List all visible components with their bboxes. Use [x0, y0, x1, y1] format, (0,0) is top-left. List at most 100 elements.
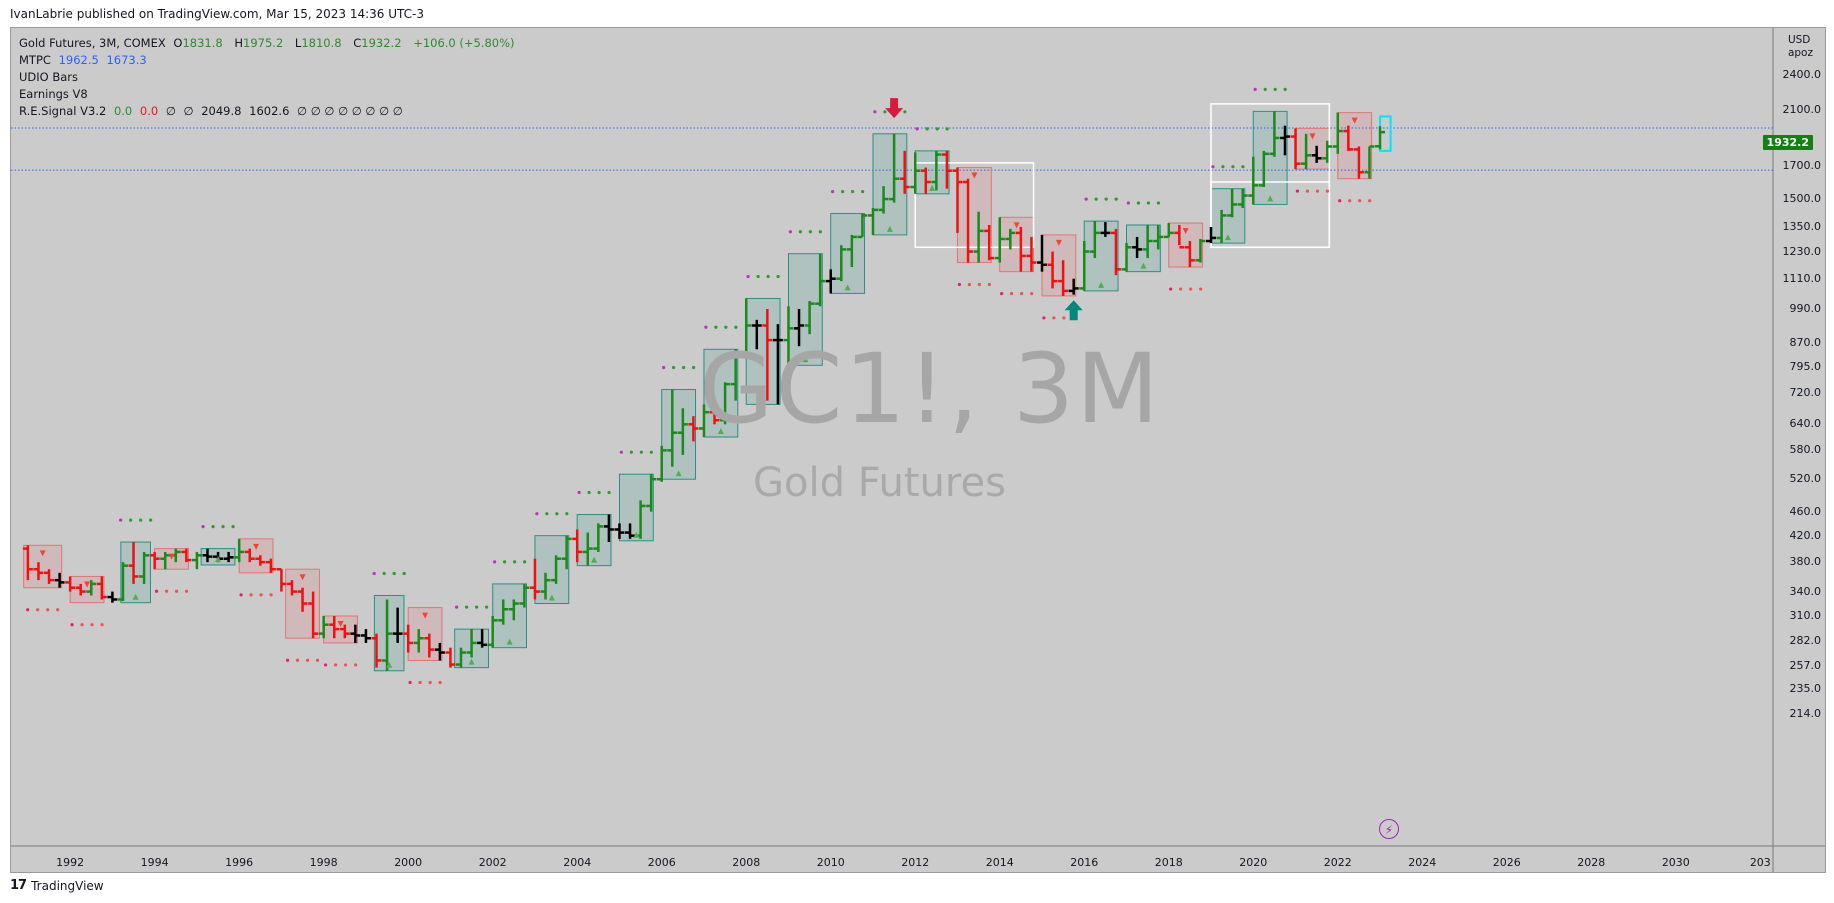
zone-box [703, 348, 739, 438]
ohlc-bar [1026, 236, 1037, 272]
ohlc-bar [825, 269, 836, 294]
ohlc-bar [688, 416, 699, 442]
mtpc-value-1: 1962.5 [58, 53, 99, 67]
signal-dot [607, 490, 611, 495]
time-tick-label: 2006 [647, 856, 676, 869]
ohlc-bar [160, 551, 171, 570]
ohlc-bar [297, 587, 308, 612]
buy-arrow-icon [1064, 300, 1083, 321]
signal-dot [704, 325, 708, 329]
price-tick-label: 640.0 [1789, 417, 1822, 431]
ohlc-bar [329, 616, 340, 639]
tradingview-brand[interactable]: TradingView [31, 878, 104, 893]
signal-dot [555, 512, 559, 516]
up-triangle-marker [633, 531, 640, 538]
signal-dot [1241, 165, 1245, 169]
time-tick-label: 2028 [1577, 856, 1606, 869]
time-tick-label: 2012 [901, 856, 930, 869]
signal-dot [1169, 287, 1173, 291]
signal-dot [841, 189, 845, 194]
ohlc-bar [762, 308, 773, 401]
ohlc-bar [1089, 221, 1100, 259]
signal-dot [323, 663, 328, 667]
ohlc-bar [878, 186, 889, 214]
close-label: C [353, 36, 362, 50]
ohlc-bar [244, 548, 255, 563]
time-tick-label: 2024 [1408, 856, 1437, 869]
signal-dot [977, 282, 981, 287]
signal-dot [1084, 197, 1088, 201]
signal-dot [945, 127, 949, 131]
time-tick-label: 1996 [225, 856, 254, 869]
ohlc-bar [889, 133, 900, 203]
price-tick-label: 1350.0 [1782, 219, 1822, 233]
time-tick-label: 2008 [732, 856, 761, 869]
signal-dot [1104, 197, 1108, 201]
ohlc-bar [952, 167, 963, 233]
signal-dot [619, 450, 623, 454]
up-triangle-marker [506, 638, 513, 645]
legend-udio[interactable]: UDIO Bars [19, 70, 79, 84]
chart-pane[interactable]: GC1!, 3M Gold Futures Gold Futures, 3M, … [10, 27, 1826, 873]
currency-label[interactable]: USD apoz [1788, 34, 1813, 60]
signal-dot [1199, 287, 1203, 291]
down-triangle-marker [1309, 133, 1316, 140]
ohlc-bar [434, 642, 445, 661]
legend-mtpc[interactable]: MTPC 1962.5 1673.3 [19, 52, 519, 69]
signal-dot [1263, 87, 1267, 91]
ohlc-bar [1121, 243, 1132, 272]
zone-box [534, 535, 570, 605]
ohlc-bar [804, 301, 815, 335]
down-triangle-marker [1013, 222, 1020, 229]
ohlc-bar [1047, 251, 1058, 289]
signal-dot [649, 450, 653, 454]
down-triangle-marker [39, 550, 46, 557]
up-triangle-marker [468, 658, 475, 665]
low-label: L [294, 36, 302, 50]
lightning-icon[interactable]: ⚡ [1379, 819, 1399, 839]
symbol-name[interactable]: Gold Futures, 3M, COMEX [19, 36, 166, 50]
signal-dot [402, 571, 406, 576]
signal-dot [861, 189, 865, 194]
ohlc-bar [720, 382, 731, 425]
signal-dot [746, 274, 750, 279]
tradingview-logo-icon[interactable]: 17 [10, 878, 27, 893]
signal-dot [1146, 201, 1151, 205]
ohlc-bar [413, 629, 424, 653]
ohlc-bar [1375, 126, 1386, 150]
legend-earnings[interactable]: Earnings V8 [19, 87, 88, 101]
ohlc-bar [202, 548, 213, 563]
price-chart[interactable] [11, 28, 1825, 872]
signal-dot [484, 605, 489, 609]
ohlc-bar [963, 178, 974, 263]
legend-main[interactable]: Gold Futures, 3M, COMEX O1831.8 H1975.2 … [19, 35, 519, 52]
ohlc-bar [1258, 150, 1269, 188]
signal-dot [1253, 87, 1257, 91]
signal-dot [1000, 292, 1004, 296]
ohlc-bar [149, 551, 160, 570]
signal-dot [935, 127, 939, 131]
ohlc-bar [371, 633, 382, 668]
high-value: 1975.2 [243, 36, 284, 50]
signal-dot [408, 680, 412, 685]
ohlc-bar [899, 150, 910, 194]
ohlc-bar [857, 213, 868, 239]
zone-box [956, 167, 992, 264]
signal-dot [428, 680, 432, 685]
ohlc-bar [741, 298, 752, 359]
legend-re-signal[interactable]: R.E.Signal V3.2 0.0 0.0 ∅ ∅ 2049.8 1602.… [19, 103, 519, 120]
ohlc-bar [677, 408, 688, 455]
time-tick-label: 2002 [478, 856, 507, 869]
ohlc-bar [128, 542, 139, 584]
ohlc-bar [1142, 224, 1153, 259]
ohlc-bar [667, 389, 678, 467]
down-triangle-marker [253, 543, 260, 550]
signal-dot [382, 571, 386, 576]
ohlc-bar [1353, 146, 1364, 179]
price-tick-label: 310.0 [1789, 609, 1822, 622]
ohlc-bar [424, 633, 435, 658]
ohlc-bar [1037, 234, 1048, 272]
signal-dot [522, 560, 527, 564]
signal-dot [231, 524, 235, 529]
re-value-4: 1602.6 [249, 104, 290, 118]
